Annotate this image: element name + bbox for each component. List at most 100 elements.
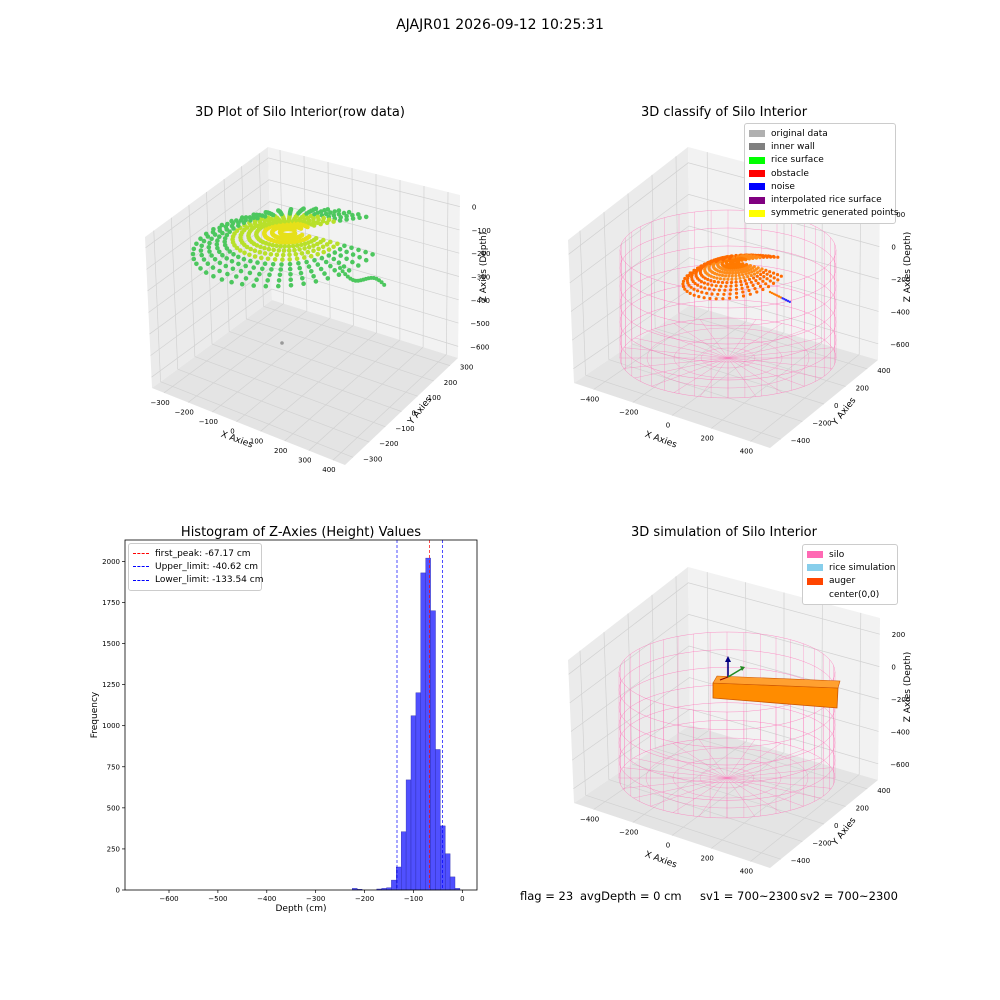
scan-point	[328, 210, 333, 215]
classify-legend: original data inner wall rice surface obsta…	[744, 123, 899, 225]
simulation-3d-z-label: Z Axies (Depth)	[903, 652, 913, 723]
scan-point	[697, 295, 701, 299]
y-tick-label: 0	[412, 410, 416, 418]
scan-point	[257, 271, 262, 277]
scan-point	[788, 300, 791, 304]
scan-point	[234, 228, 240, 233]
scan-point	[731, 271, 735, 275]
scan-point	[215, 238, 220, 243]
scan-point	[699, 285, 703, 289]
z-tick-label: 200	[892, 631, 905, 639]
y-tick-label: 500	[107, 804, 120, 812]
scan-point	[263, 283, 269, 289]
scan-point	[755, 290, 759, 294]
y-tick-label: −400	[791, 437, 810, 445]
z-tick-label: 0	[891, 664, 895, 672]
scan-point	[315, 262, 321, 267]
scan-point	[751, 283, 755, 287]
scan-point	[692, 268, 696, 272]
legend-label: Upper_limit: -40.62 cm	[155, 561, 259, 572]
scan-point	[769, 274, 773, 278]
scan-point	[350, 252, 356, 257]
scan-point	[714, 284, 718, 288]
raw-3d-points	[190, 206, 387, 345]
scan-point	[211, 274, 216, 279]
raw-3d-z-label: Z Axies (Depth)	[479, 232, 489, 303]
scan-point	[287, 261, 293, 267]
scan-point	[227, 249, 232, 254]
scan-point	[723, 288, 727, 292]
x-tick-label: −400	[580, 816, 599, 824]
scan-point	[774, 293, 777, 296]
histogram-y-label: Frequency	[90, 691, 100, 738]
scan-point	[738, 276, 742, 280]
scan-point	[772, 276, 776, 280]
scan-point	[207, 249, 212, 254]
scan-point	[776, 278, 780, 282]
scan-point	[758, 284, 763, 288]
scan-point	[714, 297, 718, 301]
scan-point	[282, 244, 288, 249]
scan-point	[726, 277, 730, 281]
scan-point	[263, 210, 269, 215]
legend-item: first_peak: -67.17 cm	[133, 547, 257, 560]
scan-point	[768, 290, 772, 294]
scan-point	[363, 214, 369, 220]
scan-point	[238, 268, 244, 274]
scan-point	[686, 281, 690, 285]
status-avg-depth: avgDepth = 0 cm	[580, 889, 682, 903]
y-tick-label: 750	[107, 763, 120, 771]
scan-point	[322, 271, 327, 276]
scan-point	[332, 209, 338, 214]
scan-point	[708, 261, 712, 265]
scan-point	[276, 248, 282, 253]
scan-point	[349, 245, 354, 251]
legend-label: first_peak: -67.17 cm	[155, 548, 251, 559]
scan-point	[251, 212, 256, 217]
scan-point	[718, 277, 723, 281]
scan-point	[716, 292, 720, 296]
scan-point	[243, 263, 248, 269]
scan-point	[749, 273, 753, 278]
y-tick-label: 1750	[102, 599, 120, 607]
legend-swatch	[807, 564, 823, 572]
legend-swatch	[807, 591, 823, 599]
scan-point	[308, 253, 314, 259]
x-tick-label: −600	[159, 895, 178, 903]
scan-point	[755, 274, 759, 278]
scan-point	[734, 284, 738, 288]
scan-point	[222, 239, 227, 245]
panel-histogram: Histogram of Z-Axies (Height) Values −60…	[90, 525, 478, 914]
y-tick-label: 0	[834, 402, 838, 410]
scan-point	[747, 288, 751, 293]
scan-point	[287, 266, 293, 272]
scan-point	[238, 248, 243, 253]
scan-point	[323, 259, 329, 265]
simulation-3d-y-label: Y Axies	[830, 816, 859, 849]
scan-point	[720, 280, 725, 285]
scan-point	[194, 241, 199, 247]
scan-point	[728, 256, 732, 260]
scan-point	[721, 297, 725, 301]
scan-point	[761, 255, 766, 259]
y-tick-label: 1500	[102, 640, 120, 648]
y-tick-label: 200	[856, 804, 869, 812]
y-tick-label: −300	[363, 455, 382, 463]
scan-point	[737, 273, 741, 277]
scan-point	[764, 282, 768, 286]
scan-point	[710, 292, 714, 296]
scan-point	[772, 255, 776, 259]
scan-point	[702, 296, 706, 300]
scan-point	[243, 215, 249, 220]
scan-point	[761, 287, 765, 292]
scan-point	[344, 249, 349, 255]
scan-point	[316, 246, 321, 252]
scan-point	[320, 244, 326, 250]
scan-point	[697, 266, 701, 270]
y-tick-label: 1000	[102, 722, 120, 730]
z-tick-label: −200	[891, 276, 910, 284]
scan-point	[685, 274, 689, 278]
histogram-x-ticks: −600 −500 −400 −300 −200 −100 0	[159, 890, 465, 903]
scan-point	[357, 254, 362, 260]
x-tick-label: 400	[322, 466, 335, 474]
